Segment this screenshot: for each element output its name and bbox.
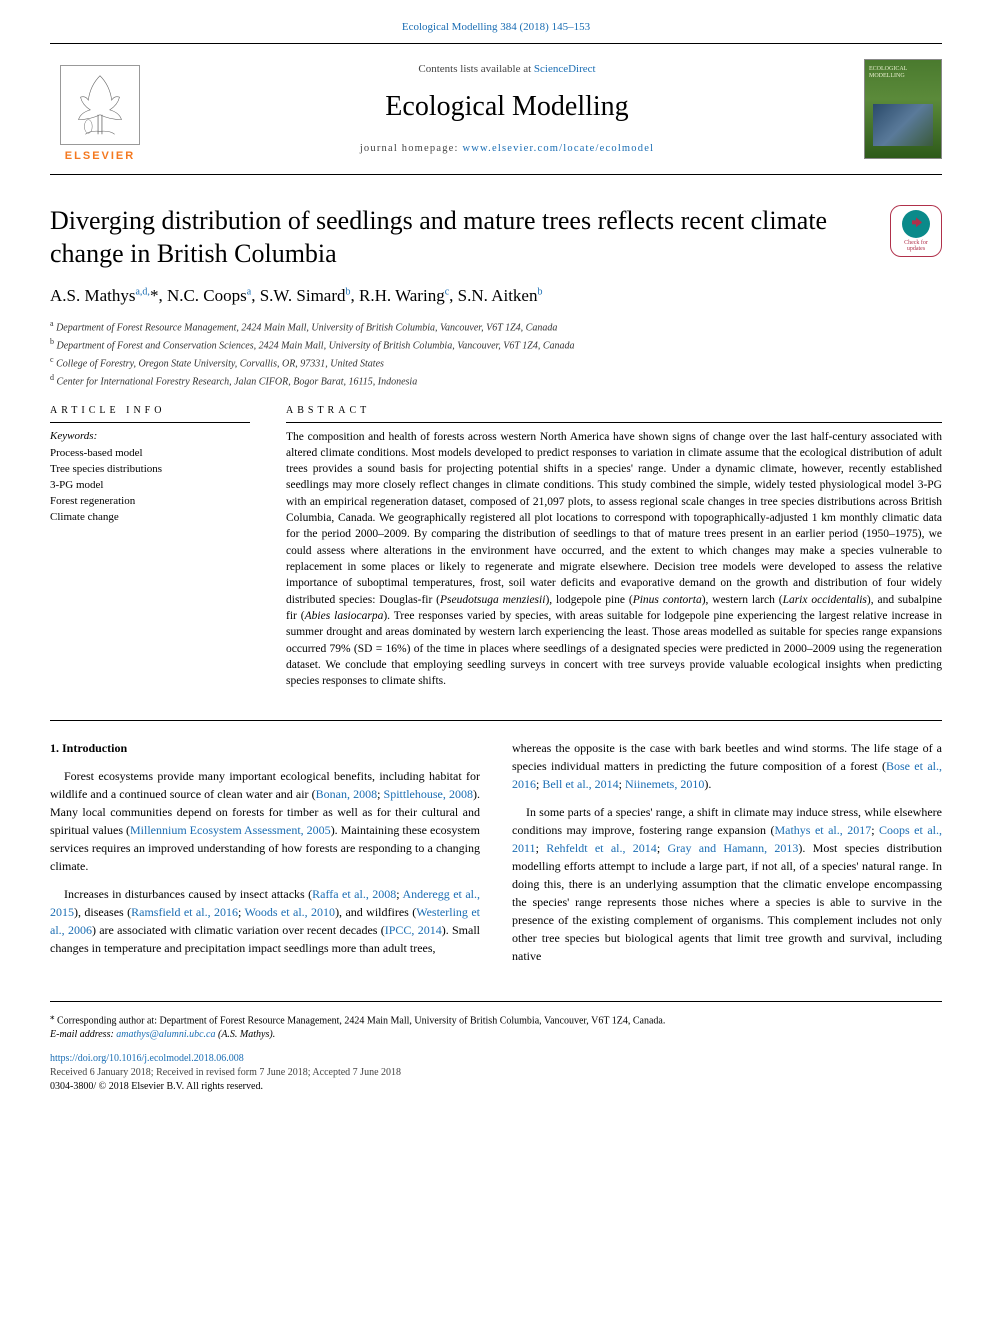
elsevier-name: ELSEVIER [65,149,135,164]
citation-link[interactable]: Bonan, 2008 [316,787,377,801]
email-suffix: (A.S. Mathys). [215,1029,275,1040]
contents-line: Contents lists available at ScienceDirec… [150,62,864,77]
received-line: Received 6 January 2018; Received in rev… [50,1066,942,1080]
journal-cover-label: ECOLOGICAL MODELLING [869,66,941,79]
elsevier-tree-icon [60,65,140,145]
footer: ⁎ Corresponding author at: Department of… [50,1001,942,1094]
corresponding-author: ⁎ Corresponding author at: Department of… [50,1010,942,1028]
abstract-column: ABSTRACT The composition and health of f… [286,404,942,690]
citation-link[interactable]: Mathys et al., 2017 [774,823,871,837]
sciencedirect-link[interactable]: ScienceDirect [534,63,596,75]
citation-link[interactable]: Raffa et al., 2008 [312,887,396,901]
corr-text: Corresponding author at: Department of F… [57,1015,665,1026]
citation-link[interactable]: Ramsfield et al., 2016 [131,905,238,919]
abstract-text: The composition and health of forests ac… [286,429,942,690]
body-paragraph: Increases in disturbances caused by inse… [50,885,480,957]
journal-cover[interactable]: ECOLOGICAL MODELLING [864,59,942,159]
authors: A.S. Mathysa,d,*, N.C. Coopsa, S.W. Sima… [50,284,942,308]
email-link[interactable]: amathys@alumni.ubc.ca [116,1029,215,1040]
citation-link[interactable]: Rehfeldt et al., 2014 [546,841,657,855]
homepage-link[interactable]: www.elsevier.com/locate/ecolmodel [462,143,654,154]
body-columns: 1. Introduction Forest ecosystems provid… [50,720,942,975]
corr-marker: ⁎ [50,1011,55,1021]
journal-reference: Ecological Modelling 384 (2018) 145–153 [50,20,942,35]
header-band: ELSEVIER Contents lists available at Sci… [50,43,942,175]
citation-link[interactable]: Gray and Hamann, 2013 [667,841,798,855]
doi-block: https://doi.org/10.1016/j.ecolmodel.2018… [50,1052,942,1094]
citation-link[interactable]: Spittlehouse, 2008 [384,787,473,801]
header-center: Contents lists available at ScienceDirec… [150,62,864,157]
journal-cover-thumbnail [873,104,933,146]
citation-link[interactable]: IPCC, 2014 [385,923,442,937]
contents-prefix: Contents lists available at [418,63,533,75]
keywords-label: Keywords: [50,429,250,444]
body-paragraph: In some parts of a species' range, a shi… [512,803,942,965]
abstract-heading: ABSTRACT [286,404,942,423]
section-heading: 1. Introduction [50,739,480,757]
doi-link[interactable]: https://doi.org/10.1016/j.ecolmodel.2018… [50,1053,244,1064]
info-abstract-row: ARTICLE INFO Keywords: Process-based mod… [50,404,942,690]
citation-link[interactable]: Woods et al., 2010 [245,905,336,919]
body-paragraph: whereas the opposite is the case with ba… [512,739,942,793]
article-info-heading: ARTICLE INFO [50,404,250,423]
journal-name: Ecological Modelling [150,87,864,126]
body-column-right: whereas the opposite is the case with ba… [512,739,942,975]
body-paragraph: Forest ecosystems provide many important… [50,767,480,875]
homepage-line: journal homepage: www.elsevier.com/locat… [150,142,864,157]
homepage-prefix: journal homepage: [360,143,463,154]
body-column-left: 1. Introduction Forest ecosystems provid… [50,739,480,975]
article-info: ARTICLE INFO Keywords: Process-based mod… [50,404,250,690]
affiliations: a Department of Forest Resource Manageme… [50,318,942,389]
copyright-line: 0304-3800/ © 2018 Elsevier B.V. All righ… [50,1080,942,1094]
title-row: Diverging distribution of seedlings and … [50,205,942,270]
crossmark-icon [902,210,930,238]
email-label: E-mail address: [50,1029,116,1040]
article-title: Diverging distribution of seedlings and … [50,205,870,270]
citation-link[interactable]: Bell et al., 2014 [542,777,618,791]
citation-link[interactable]: Niinemets, 2010 [625,777,704,791]
crossmark-text: Check forupdates [904,240,928,252]
elsevier-logo[interactable]: ELSEVIER [50,54,150,164]
email-line: E-mail address: amathys@alumni.ubc.ca (A… [50,1028,942,1042]
crossmark-badge[interactable]: Check forupdates [890,205,942,257]
keywords-list: Process-based modelTree species distribu… [50,446,250,526]
citation-link[interactable]: Millennium Ecosystem Assessment, 2005 [130,823,331,837]
